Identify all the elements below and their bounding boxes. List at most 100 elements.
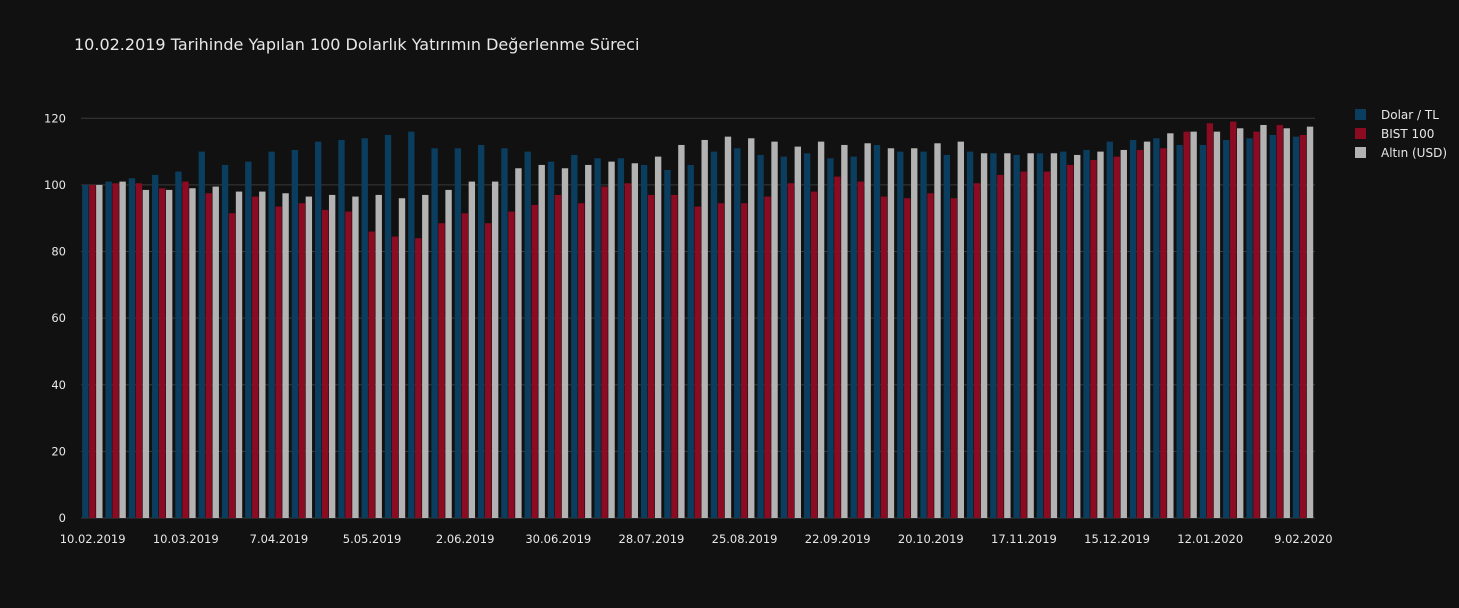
bar-dolar-tl[interactable] [687, 164, 694, 518]
bar-alt-n-usd[interactable] [375, 194, 382, 519]
bar-alt-n-usd[interactable] [585, 164, 592, 518]
bar-alt-n-usd[interactable] [468, 181, 476, 518]
bar-dolar-tl[interactable] [431, 148, 438, 518]
bar-bist-100[interactable] [624, 183, 632, 518]
bar-bist-100[interactable] [484, 223, 492, 519]
bar-bist-100[interactable] [1276, 124, 1283, 518]
bar-dolar-tl[interactable] [1246, 138, 1253, 519]
bar-dolar-tl[interactable] [268, 151, 275, 518]
bar-bist-100[interactable] [112, 183, 119, 518]
bar-dolar-tl[interactable] [966, 151, 974, 518]
bar-alt-n-usd[interactable] [1120, 149, 1127, 518]
bar-bist-100[interactable] [1183, 131, 1190, 518]
bar-dolar-tl[interactable] [384, 134, 392, 518]
bar-dolar-tl[interactable] [1269, 134, 1276, 518]
bar-dolar-tl[interactable] [105, 181, 112, 518]
bar-alt-n-usd[interactable] [887, 148, 895, 518]
bar-alt-n-usd[interactable] [1213, 131, 1221, 518]
bar-alt-n-usd[interactable] [515, 168, 522, 518]
bar-bist-100[interactable] [647, 194, 655, 519]
bar-bist-100[interactable] [391, 236, 399, 519]
bar-alt-n-usd[interactable] [957, 141, 964, 518]
bar-dolar-tl[interactable] [664, 169, 671, 518]
bar-alt-n-usd[interactable] [817, 141, 825, 518]
legend-label[interactable]: Altın (USD) [1381, 146, 1447, 160]
bar-alt-n-usd[interactable] [282, 193, 289, 518]
bar-bist-100[interactable] [368, 231, 375, 519]
bar-bist-100[interactable] [578, 203, 585, 519]
bar-dolar-tl[interactable] [757, 154, 764, 518]
bar-bist-100[interactable] [321, 209, 329, 518]
bar-dolar-tl[interactable] [1292, 136, 1300, 518]
bar-dolar-tl[interactable] [897, 151, 904, 518]
bar-dolar-tl[interactable] [990, 153, 997, 518]
bar-alt-n-usd[interactable] [701, 139, 708, 518]
bar-alt-n-usd[interactable] [1027, 153, 1034, 518]
bar-alt-n-usd[interactable] [259, 191, 266, 518]
bar-dolar-tl[interactable] [338, 139, 345, 518]
bar-dolar-tl[interactable] [1013, 154, 1020, 518]
bar-alt-n-usd[interactable] [654, 156, 662, 519]
bar-dolar-tl[interactable] [361, 138, 368, 519]
bar-alt-n-usd[interactable] [1306, 126, 1314, 518]
bar-dolar-tl[interactable] [734, 148, 741, 518]
bar-bist-100[interactable] [531, 204, 538, 518]
bar-bist-100[interactable] [787, 183, 795, 518]
bar-dolar-tl[interactable] [571, 154, 578, 518]
bar-alt-n-usd[interactable] [538, 164, 545, 518]
bar-dolar-tl[interactable] [873, 144, 881, 518]
bar-bist-100[interactable] [275, 206, 282, 518]
bar-bist-100[interactable] [694, 206, 701, 518]
bar-dolar-tl[interactable] [82, 184, 89, 519]
bar-bist-100[interactable] [1113, 156, 1120, 519]
bar-alt-n-usd[interactable] [561, 168, 569, 518]
bar-alt-n-usd[interactable] [1190, 131, 1197, 518]
bar-dolar-tl[interactable] [314, 141, 322, 518]
bar-bist-100[interactable] [438, 223, 445, 519]
bar-bist-100[interactable] [1299, 134, 1307, 518]
bar-bist-100[interactable] [717, 203, 725, 519]
bar-alt-n-usd[interactable] [771, 141, 778, 518]
bar-alt-n-usd[interactable] [305, 196, 313, 518]
bar-alt-n-usd[interactable] [1074, 154, 1081, 518]
bar-bist-100[interactable] [1160, 148, 1167, 518]
bar-dolar-tl[interactable] [1176, 144, 1183, 518]
bar-bist-100[interactable] [1206, 123, 1214, 519]
bar-alt-n-usd[interactable] [864, 143, 871, 519]
bar-bist-100[interactable] [345, 211, 352, 518]
bar-dolar-tl[interactable] [454, 148, 462, 518]
bar-dolar-tl[interactable] [547, 161, 555, 519]
bar-alt-n-usd[interactable] [724, 136, 732, 518]
bar-bist-100[interactable] [1136, 149, 1144, 518]
bar-alt-n-usd[interactable] [980, 153, 988, 518]
bar-dolar-tl[interactable] [221, 164, 229, 518]
bar-dolar-tl[interactable] [175, 171, 182, 518]
bar-bist-100[interactable] [89, 184, 96, 519]
bar-dolar-tl[interactable] [803, 153, 811, 518]
bar-alt-n-usd[interactable] [631, 163, 639, 518]
bar-alt-n-usd[interactable] [165, 189, 173, 519]
bar-dolar-tl[interactable] [501, 148, 508, 518]
bar-alt-n-usd[interactable] [189, 188, 196, 518]
bar-dolar-tl[interactable] [943, 154, 951, 518]
bar-alt-n-usd[interactable] [1167, 133, 1174, 519]
bar-dolar-tl[interactable] [198, 151, 205, 518]
bar-dolar-tl[interactable] [1223, 139, 1230, 518]
bar-bist-100[interactable] [601, 186, 608, 518]
bar-bist-100[interactable] [508, 211, 515, 518]
bar-dolar-tl[interactable] [128, 178, 136, 518]
legend-label[interactable]: Dolar / TL [1381, 108, 1439, 122]
bar-dolar-tl[interactable] [1199, 144, 1207, 518]
bar-alt-n-usd[interactable] [1004, 153, 1011, 518]
bar-dolar-tl[interactable] [408, 131, 415, 518]
legend-label[interactable]: BIST 100 [1381, 127, 1434, 141]
bar-bist-100[interactable] [1253, 131, 1260, 518]
bar-dolar-tl[interactable] [245, 161, 252, 519]
bar-alt-n-usd[interactable] [212, 186, 219, 518]
bar-bist-100[interactable] [205, 193, 212, 518]
legend-swatch[interactable] [1355, 128, 1366, 139]
bar-dolar-tl[interactable] [1060, 151, 1067, 518]
bar-alt-n-usd[interactable] [1143, 141, 1151, 518]
bar-alt-n-usd[interactable] [96, 184, 103, 519]
bar-bist-100[interactable] [415, 238, 422, 518]
